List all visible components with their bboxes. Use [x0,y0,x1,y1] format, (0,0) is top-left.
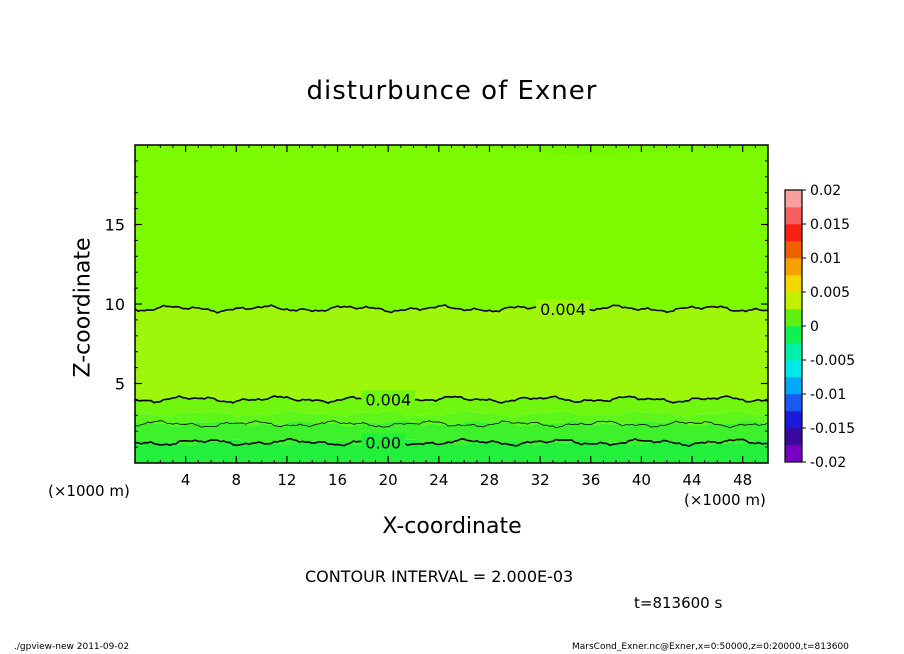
y-axis-unit: (×1000 m) [48,482,130,500]
x-tick-label: 4 [181,471,191,489]
contour-label-2: 0.004 [540,300,586,319]
contour-label-1: 0.004 [365,390,411,409]
colorbar-tick-label: 0 [810,319,819,335]
chart-title: disturbunce of Exner [306,76,598,106]
colorbar-segment [785,411,802,429]
x-tick-label: 32 [531,471,550,489]
footer-right-info: MarsCond_Exner.nc@Exner,x=0:50000,z=0:20… [572,642,849,652]
contour-label-bg-0 [361,433,406,450]
upper-region-shade [489,145,768,154]
contour-band-5 [135,145,768,313]
contour-fill-area [135,145,768,463]
y-axis-label: Z-coordinate [70,237,96,378]
colorbar-tick-label: 0.015 [810,217,850,233]
footer-left-info: ./gpview-new 2011-09-02 [14,642,130,652]
x-tick-label: 44 [682,471,701,489]
contour-band-4 [135,305,768,401]
x-tick-label: 40 [632,471,651,489]
x-tick-label: 8 [232,471,242,489]
x-axis-ticks: 4 8 12 16 20 24 28 32 36 40 44 48 [147,145,756,489]
contour-label-bg-2 [536,299,590,316]
x-axis-label: X-coordinate [382,514,522,539]
contour-label-bg-1 [361,390,415,407]
colorbar-segment [785,258,802,276]
contour-band-2 [135,410,768,427]
colorbar-segment [785,190,802,208]
x-tick-label: 28 [480,471,499,489]
y-tick-label: 15 [105,216,125,235]
colorbar-tick-label: -0.02 [810,455,846,471]
colorbar-segment [785,275,802,293]
y-tick-label: 10 [105,295,125,314]
contour-lines: 0.00 0.004 0.004 [134,299,769,452]
colorbar-tick-label: -0.015 [810,421,855,437]
colorbar-segment [785,326,802,344]
x-tick-label: 36 [581,471,600,489]
colorbar-segment [785,207,802,225]
x-tick-label: 20 [379,471,398,489]
contour-interval-text: CONTOUR INTERVAL = 2.000E-03 [305,567,574,586]
colorbar-segment [785,309,802,327]
colorbar-segment [785,241,802,259]
colorbar-tick-label: -0.01 [810,387,846,403]
colorbar-segment [785,394,802,412]
colorbar-segment [785,428,802,446]
colorbar-segment [785,292,802,310]
colorbar-segment [785,377,802,395]
colorbar: 0.02 0.015 0.01 0.005 0 -0.005 -0.01 -0.015 -0.0… [784,183,855,471]
colorbar-tick-label: 0.01 [810,251,841,267]
y-tick-label: 5 [115,375,125,394]
colorbar-tick-label: 0.02 [810,183,841,199]
contour-line-0 [134,437,768,447]
contour-label-0: 0.00 [365,433,401,452]
y-axis-ticks: 5 10 15 [105,160,768,448]
contour-line-3 [134,420,769,429]
x-tick-label: 24 [429,471,448,489]
x-tick-label: 48 [733,471,752,489]
time-stamp: t=813600 s [634,594,723,612]
colorbar-segment [785,360,802,378]
colorbar-segment [785,445,802,463]
colorbar-segment [785,343,802,361]
x-tick-label: 16 [328,471,347,489]
x-tick-label: 12 [277,471,296,489]
contour-line-1 [134,395,769,404]
colorbar-tick-label: -0.005 [810,353,855,369]
x-axis-unit: (×1000 m) [684,491,766,509]
contour-line-2 [134,304,769,314]
colorbar-segment [785,224,802,242]
colorbar-tick-label: 0.005 [810,285,850,301]
